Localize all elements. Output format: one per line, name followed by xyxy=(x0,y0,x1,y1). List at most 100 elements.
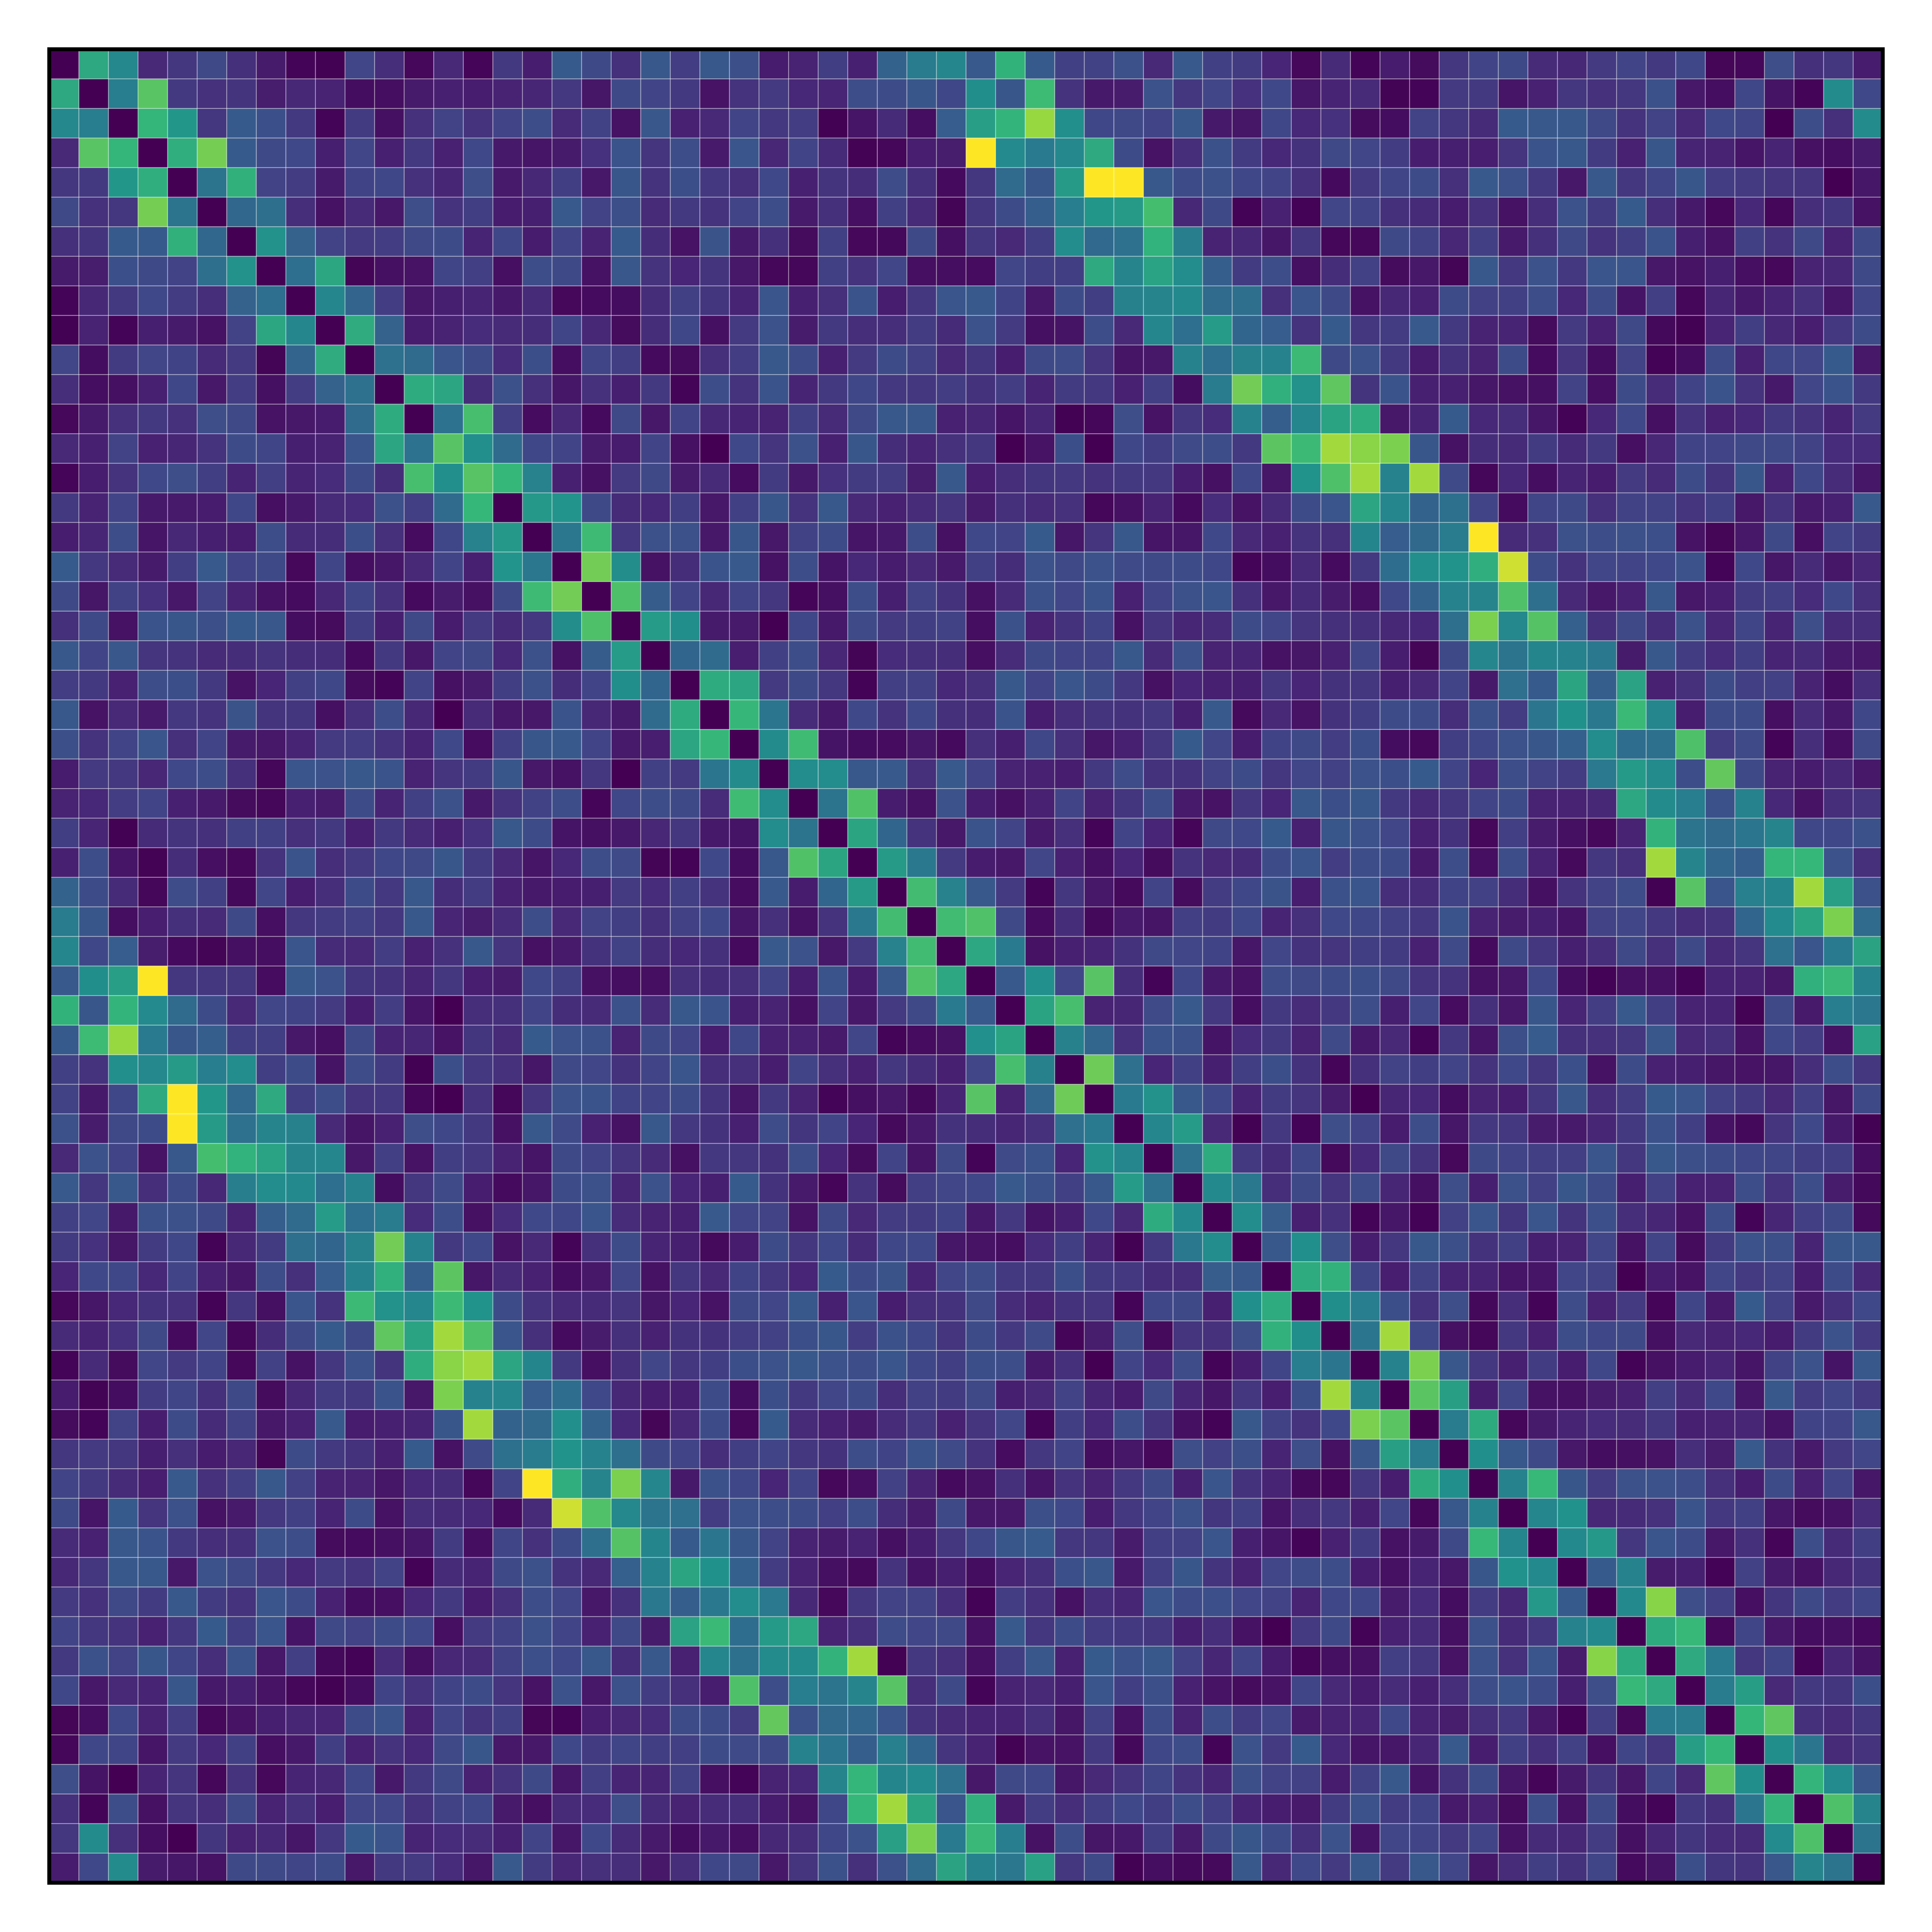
heatmap-cell xyxy=(552,1055,582,1085)
heatmap-cell xyxy=(1262,1025,1292,1055)
heatmap-cell xyxy=(1498,670,1528,700)
heatmap-cell xyxy=(552,700,582,730)
heatmap-cell xyxy=(434,375,464,405)
heatmap-cell xyxy=(996,1705,1026,1735)
heatmap-cell xyxy=(1350,759,1380,789)
heatmap-cell xyxy=(463,1055,493,1085)
heatmap-cell xyxy=(1084,1114,1114,1144)
heatmap-cell xyxy=(1528,1232,1558,1262)
heatmap-cell xyxy=(1824,936,1854,966)
heatmap-cell xyxy=(611,315,641,345)
heatmap-cell xyxy=(877,759,907,789)
heatmap-cell xyxy=(966,108,996,138)
heatmap-cell xyxy=(1291,1232,1321,1262)
heatmap-cell xyxy=(345,49,375,79)
heatmap-cell xyxy=(1676,315,1706,345)
heatmap-cell xyxy=(1232,996,1262,1026)
heatmap-cell xyxy=(1262,108,1292,138)
heatmap-cell xyxy=(1824,966,1854,996)
heatmap-cell xyxy=(256,256,286,286)
heatmap-cell xyxy=(1469,907,1499,937)
heatmap-cell xyxy=(79,1114,109,1144)
heatmap-cell xyxy=(1824,1350,1854,1380)
heatmap-cell xyxy=(1498,641,1528,671)
heatmap-cell xyxy=(1824,818,1854,848)
heatmap-cell xyxy=(848,848,878,878)
heatmap-cell xyxy=(1232,848,1262,878)
heatmap-cell xyxy=(197,1498,227,1528)
heatmap-cell xyxy=(1528,1794,1558,1824)
heatmap-cell xyxy=(1439,1262,1469,1292)
heatmap-cell xyxy=(1291,1291,1321,1321)
heatmap-cell xyxy=(1587,1853,1617,1883)
heatmap-cell xyxy=(641,1469,671,1499)
heatmap-cell xyxy=(1764,434,1794,464)
heatmap-cell xyxy=(108,1173,138,1203)
heatmap-cell xyxy=(522,700,552,730)
heatmap-cell xyxy=(404,1646,434,1676)
heatmap-cell xyxy=(1114,1587,1144,1617)
heatmap-cell xyxy=(404,138,434,168)
heatmap-cell xyxy=(256,1262,286,1292)
heatmap-cell xyxy=(108,670,138,700)
heatmap-cell xyxy=(1055,1469,1085,1499)
heatmap-cell xyxy=(138,1676,168,1706)
heatmap-cell xyxy=(1705,848,1735,878)
heatmap-cell xyxy=(315,1794,345,1824)
heatmap-cell xyxy=(463,286,493,316)
heatmap-cell xyxy=(1173,1203,1203,1233)
heatmap-cell xyxy=(1025,375,1055,405)
heatmap-cell xyxy=(375,1735,405,1765)
heatmap-cell xyxy=(611,1380,641,1410)
heatmap-cell xyxy=(1528,79,1558,109)
heatmap-cell xyxy=(49,522,79,552)
heatmap-cell xyxy=(1291,1853,1321,1883)
heatmap-cell xyxy=(1143,49,1173,79)
heatmap-cell xyxy=(1705,168,1735,198)
heatmap-cell xyxy=(1203,1764,1233,1794)
heatmap-cell xyxy=(197,1084,227,1114)
heatmap-cell xyxy=(1557,375,1587,405)
heatmap-cell xyxy=(907,582,937,612)
heatmap-cell xyxy=(1025,818,1055,848)
heatmap-cell xyxy=(1321,315,1351,345)
heatmap-cell xyxy=(1025,1705,1055,1735)
heatmap-cell xyxy=(1025,49,1055,79)
heatmap-cell xyxy=(1498,907,1528,937)
heatmap-cell xyxy=(286,404,316,434)
heatmap-cell xyxy=(1705,1617,1735,1647)
heatmap-cell xyxy=(227,49,257,79)
heatmap-cell xyxy=(1853,315,1883,345)
heatmap-cell xyxy=(1824,1469,1854,1499)
heatmap-cell xyxy=(463,434,493,464)
heatmap-cell xyxy=(108,1025,138,1055)
heatmap-cell xyxy=(168,227,198,257)
heatmap-cell xyxy=(818,1439,848,1469)
heatmap-cell xyxy=(1262,1350,1292,1380)
heatmap-cell xyxy=(789,1705,819,1735)
heatmap-cell xyxy=(729,818,759,848)
heatmap-cell xyxy=(611,1203,641,1233)
heatmap-cell xyxy=(1794,552,1824,582)
heatmap-cell xyxy=(1587,345,1617,375)
heatmap-cell xyxy=(434,552,464,582)
heatmap-cell xyxy=(1055,1055,1085,1085)
heatmap-cell xyxy=(1853,493,1883,523)
heatmap-cell xyxy=(1853,79,1883,109)
heatmap-cell xyxy=(1439,227,1469,257)
heatmap-cell xyxy=(1025,641,1055,671)
heatmap-cell xyxy=(877,877,907,907)
heatmap-cell xyxy=(936,227,966,257)
heatmap-cell xyxy=(463,670,493,700)
heatmap-cell xyxy=(1350,1262,1380,1292)
heatmap-cell xyxy=(582,1587,612,1617)
heatmap-cell xyxy=(168,1143,198,1173)
heatmap-cell xyxy=(108,493,138,523)
heatmap-cell xyxy=(345,1143,375,1173)
heatmap-cell xyxy=(670,1853,700,1883)
heatmap-cell xyxy=(197,1705,227,1735)
heatmap-cell xyxy=(1617,582,1647,612)
heatmap-cell xyxy=(108,404,138,434)
heatmap-cell xyxy=(1587,1291,1617,1321)
heatmap-cell xyxy=(138,611,168,641)
